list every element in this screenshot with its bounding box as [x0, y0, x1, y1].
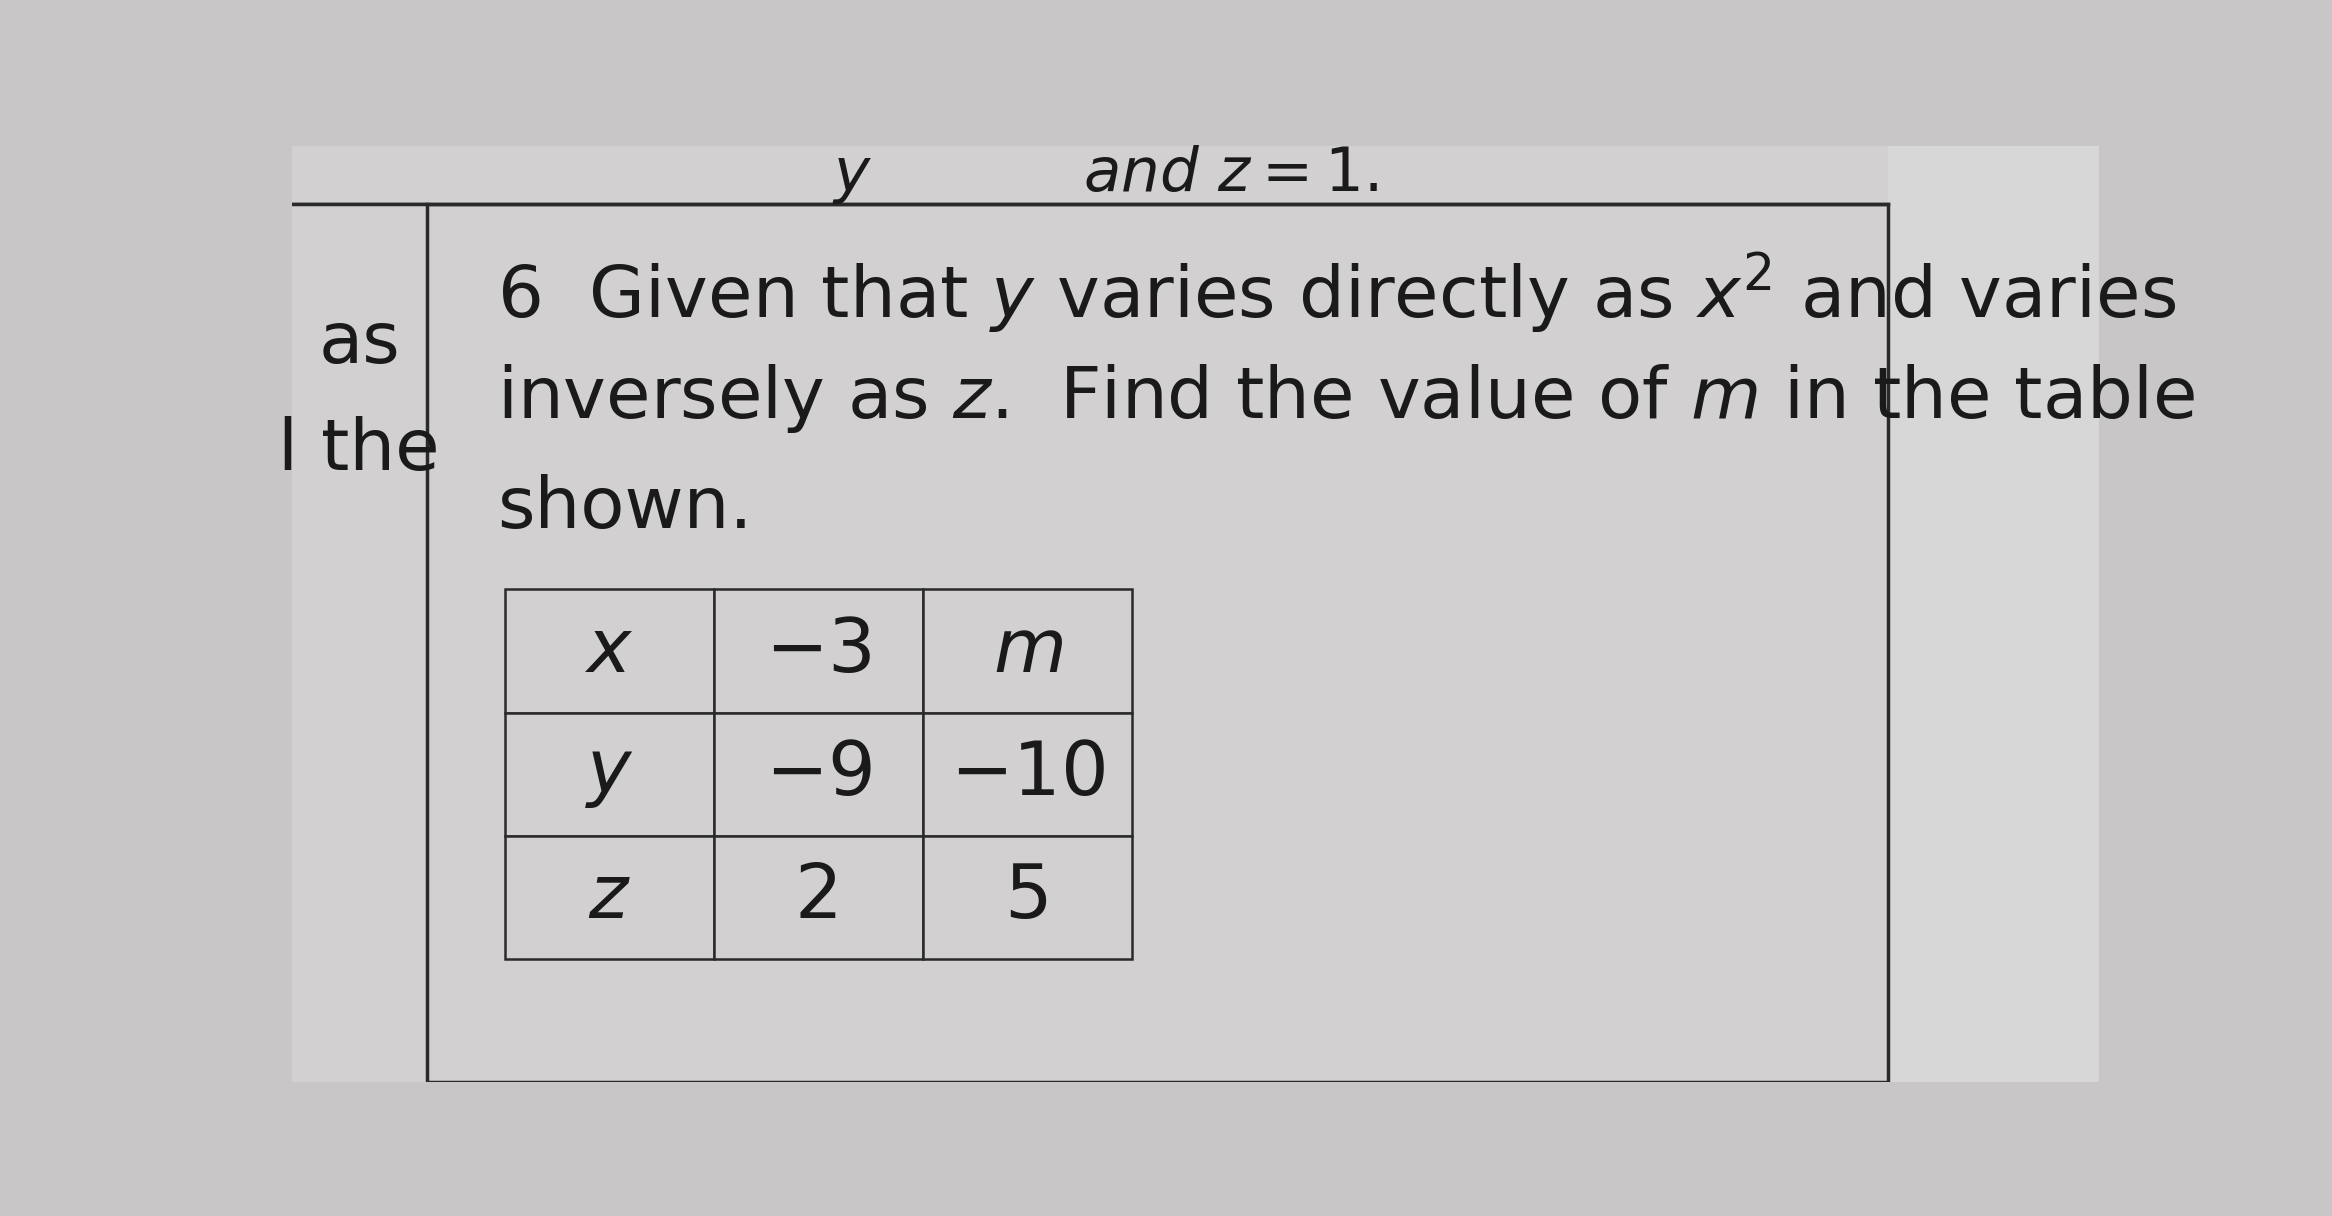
Text: 5: 5 [1005, 861, 1052, 934]
FancyBboxPatch shape [292, 146, 1889, 203]
Text: 2: 2 [795, 861, 842, 934]
Text: 6  Given that $y$ varies directly as $x^2$ and varies: 6 Given that $y$ varies directly as $x^2… [497, 250, 2176, 337]
Text: shown.: shown. [497, 474, 753, 542]
Text: $y$           and $z = 1.$: $y$ and $z = 1.$ [833, 143, 1378, 207]
Text: $z$: $z$ [588, 861, 630, 934]
Text: $y$: $y$ [585, 738, 634, 810]
FancyBboxPatch shape [504, 713, 714, 835]
Text: $-10$: $-10$ [949, 738, 1105, 811]
FancyBboxPatch shape [923, 590, 1133, 713]
FancyBboxPatch shape [923, 835, 1133, 959]
FancyBboxPatch shape [292, 203, 427, 1082]
FancyBboxPatch shape [504, 835, 714, 959]
FancyBboxPatch shape [504, 590, 714, 713]
Text: $x$: $x$ [585, 615, 634, 687]
FancyBboxPatch shape [1889, 146, 2099, 1082]
FancyBboxPatch shape [292, 203, 1889, 1082]
Text: $-9$: $-9$ [765, 738, 872, 811]
Text: $m$: $m$ [993, 615, 1063, 687]
FancyBboxPatch shape [714, 713, 923, 835]
FancyBboxPatch shape [714, 590, 923, 713]
FancyBboxPatch shape [714, 835, 923, 959]
Text: as: as [319, 309, 401, 377]
Text: l the: l the [278, 416, 441, 485]
FancyBboxPatch shape [923, 713, 1133, 835]
Text: $-3$: $-3$ [765, 614, 872, 687]
Text: inversely as $z$.  Find the value of $m$ in the table: inversely as $z$. Find the value of $m$ … [497, 362, 2194, 435]
